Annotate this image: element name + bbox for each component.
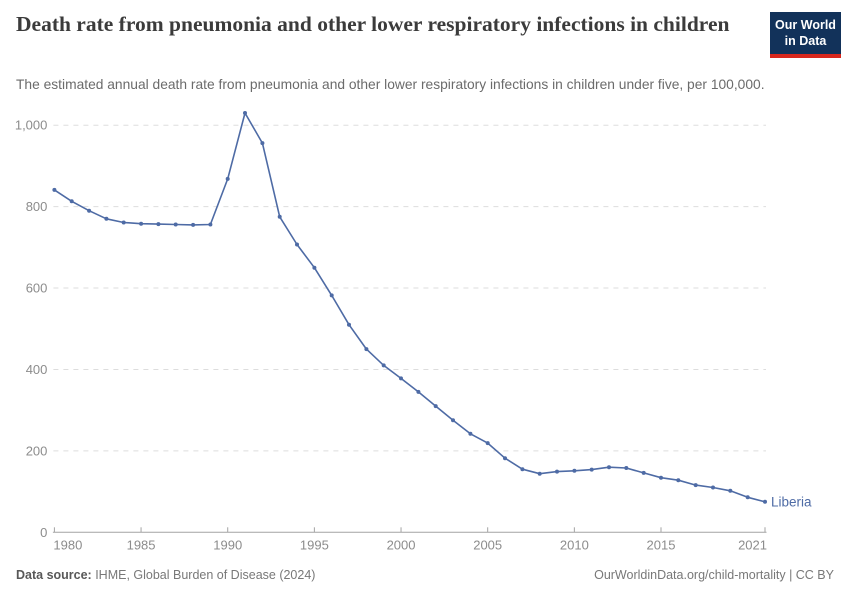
data-point[interactable] bbox=[87, 208, 92, 213]
data-point[interactable] bbox=[693, 483, 698, 488]
chart-footer: Data source: IHME, Global Burden of Dise… bbox=[16, 568, 834, 582]
y-axis-tick-label: 200 bbox=[26, 443, 48, 458]
data-point[interactable] bbox=[243, 111, 247, 115]
data-point[interactable] bbox=[520, 467, 525, 472]
data-point[interactable] bbox=[260, 141, 265, 146]
owid-citation-link[interactable]: OurWorldinData.org/child-mortality | CC … bbox=[594, 568, 834, 582]
data-point[interactable] bbox=[711, 485, 715, 490]
owid-logo-red-bar bbox=[770, 54, 841, 59]
y-axis-tick-label: 1,000 bbox=[15, 118, 48, 133]
series-end-label: Liberia bbox=[771, 494, 812, 509]
data-point[interactable] bbox=[537, 471, 542, 476]
data-point[interactable] bbox=[312, 265, 317, 270]
data-point[interactable] bbox=[607, 465, 611, 470]
chart-subtitle: The estimated annual death rate from pne… bbox=[16, 77, 765, 92]
data-point[interactable] bbox=[433, 404, 438, 409]
x-axis-tick-label: 1990 bbox=[213, 537, 242, 552]
y-axis-tick-label: 400 bbox=[26, 362, 48, 377]
x-axis-tick-label: 2021 bbox=[738, 537, 767, 552]
data-point[interactable] bbox=[451, 418, 455, 423]
data-point[interactable] bbox=[347, 322, 351, 327]
data-point[interactable] bbox=[745, 495, 750, 500]
y-axis-tick-label: 800 bbox=[26, 199, 48, 214]
data-point[interactable] bbox=[329, 293, 334, 298]
data-point[interactable] bbox=[381, 363, 386, 368]
owid-logo-line1: Our World bbox=[775, 18, 836, 32]
x-axis-tick-label: 1985 bbox=[127, 537, 156, 552]
data-point[interactable] bbox=[572, 468, 577, 473]
data-point[interactable] bbox=[139, 221, 144, 226]
trend-line bbox=[53, 112, 766, 503]
data-point[interactable] bbox=[191, 222, 196, 227]
data-source-value: IHME, Global Burden of Disease (2024) bbox=[91, 568, 316, 582]
x-axis-tick-label: 2010 bbox=[560, 537, 589, 552]
data-point[interactable] bbox=[589, 467, 594, 472]
data-point[interactable] bbox=[659, 475, 663, 480]
data-point[interactable] bbox=[156, 222, 161, 227]
data-point[interactable] bbox=[295, 242, 299, 247]
data-point[interactable] bbox=[121, 220, 126, 225]
data-point[interactable] bbox=[416, 389, 421, 394]
data-point[interactable] bbox=[485, 441, 490, 446]
data-point[interactable] bbox=[555, 469, 559, 474]
data-point[interactable] bbox=[763, 499, 767, 504]
data-point[interactable] bbox=[364, 347, 369, 352]
owid-logo-text: Our World in Data bbox=[770, 12, 841, 55]
data-point[interactable] bbox=[52, 187, 57, 192]
data-point[interactable] bbox=[277, 214, 282, 219]
x-axis-tick-label: 2000 bbox=[387, 537, 416, 552]
data-point[interactable] bbox=[728, 488, 733, 493]
data-point[interactable] bbox=[225, 176, 230, 181]
data-point[interactable] bbox=[641, 470, 646, 475]
data-point[interactable] bbox=[468, 431, 473, 436]
y-axis-tick-label: 600 bbox=[26, 281, 48, 296]
data-point[interactable] bbox=[173, 222, 178, 227]
data-source-label: Data source: bbox=[16, 568, 92, 582]
x-axis-tick-label: 1980 bbox=[53, 537, 82, 552]
data-point[interactable] bbox=[208, 222, 213, 227]
data-point[interactable] bbox=[503, 456, 507, 461]
data-point[interactable] bbox=[69, 199, 74, 204]
y-axis-tick-label: 0 bbox=[40, 525, 47, 540]
x-axis-tick-label: 1995 bbox=[300, 537, 329, 552]
data-point[interactable] bbox=[624, 466, 629, 470]
x-axis-tick-label: 2005 bbox=[473, 537, 502, 552]
data-point[interactable] bbox=[676, 478, 681, 483]
data-point[interactable] bbox=[399, 376, 403, 381]
data-source-note: Data source: IHME, Global Burden of Dise… bbox=[16, 568, 315, 582]
data-point[interactable] bbox=[104, 216, 109, 221]
owid-logo[interactable]: Our World in Data bbox=[770, 12, 841, 59]
x-axis-tick-label: 2015 bbox=[647, 537, 676, 552]
page-title: Death rate from pneumonia and other lowe… bbox=[16, 12, 730, 36]
owid-logo-line2: in Data bbox=[784, 33, 827, 48]
